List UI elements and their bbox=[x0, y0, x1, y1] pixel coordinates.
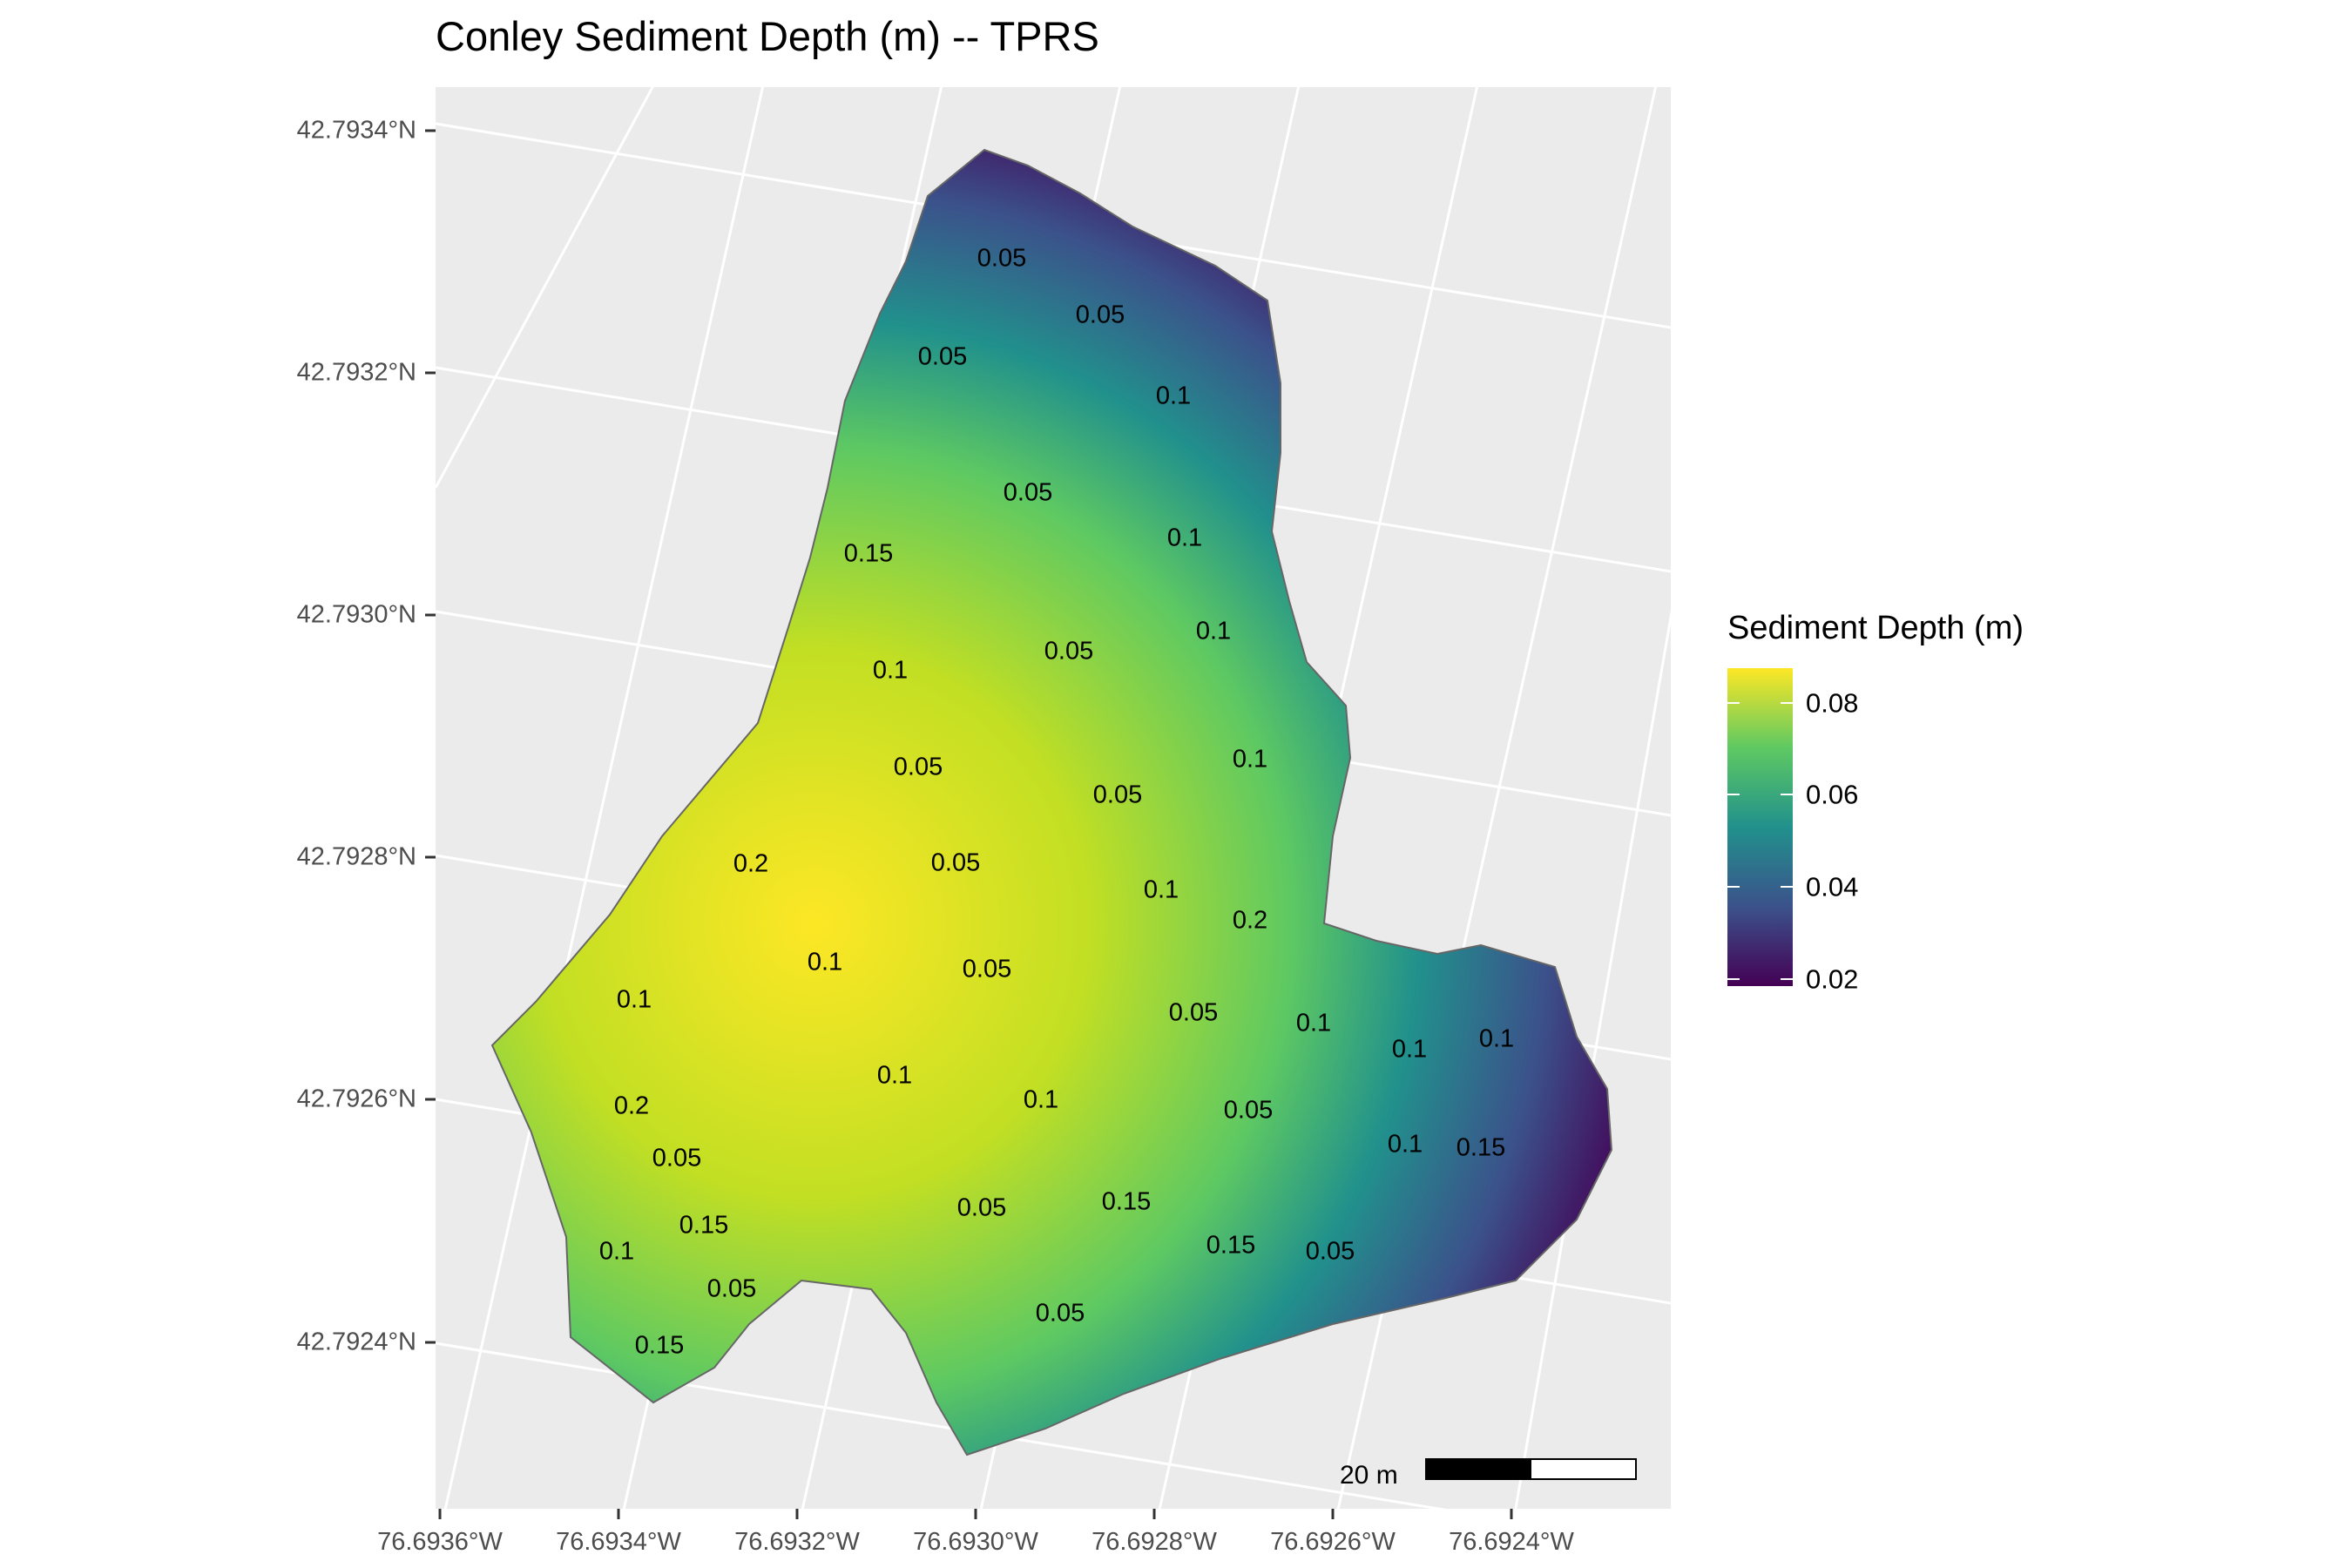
scale-bar bbox=[1425, 1458, 1637, 1480]
x-axis-label-4: 76.6930°W bbox=[913, 1528, 1038, 1556]
contour-label: 0.1 bbox=[1023, 1085, 1059, 1114]
lake-depth-surface bbox=[490, 148, 1613, 1456]
contour-label: 0.15 bbox=[1456, 1133, 1506, 1162]
axis-ticks bbox=[425, 129, 1513, 1519]
legend-tick bbox=[1781, 794, 1793, 795]
contour-label: 0.1 bbox=[1143, 875, 1179, 904]
contour-label: 0.1 bbox=[876, 1061, 913, 1090]
x-axis-label-3: 76.6932°W bbox=[734, 1528, 860, 1556]
legend-colorbar bbox=[1727, 668, 1793, 986]
legend-title: Sediment Depth (m) bbox=[1727, 610, 2024, 646]
contour-label: 0.05 bbox=[1035, 1299, 1085, 1328]
contour-label: 0.05 bbox=[1003, 478, 1053, 507]
y-axis-label-4: 42.7928°N bbox=[296, 842, 416, 871]
contour-label: 0.1 bbox=[616, 985, 652, 1014]
contour-label: 0.1 bbox=[807, 948, 843, 977]
legend-tick bbox=[1781, 978, 1793, 980]
page-title: Conley Sediment Depth (m) -- TPRS bbox=[436, 13, 1099, 59]
legend-label-0-02: 0.02 bbox=[1806, 963, 1859, 995]
contour-label: 0.05 bbox=[962, 955, 1012, 983]
contour-label: 0.05 bbox=[977, 244, 1027, 273]
y-axis-label-1: 42.7934°N bbox=[296, 116, 416, 145]
legend-label-0-08: 0.08 bbox=[1806, 687, 1859, 719]
legend-tick bbox=[1727, 794, 1740, 795]
contour-label: 0.15 bbox=[1206, 1231, 1256, 1260]
contour-label: 0.1 bbox=[1166, 524, 1203, 552]
contour-label: 0.1 bbox=[1387, 1130, 1423, 1159]
contour-label: 0.05 bbox=[1223, 1096, 1274, 1125]
legend-tick bbox=[1781, 886, 1793, 888]
contour-label: 0.15 bbox=[634, 1331, 685, 1360]
contour-label: 0.05 bbox=[1075, 301, 1125, 329]
legend-tick bbox=[1781, 702, 1793, 704]
x-axis-label-6: 76.6926°W bbox=[1270, 1528, 1396, 1556]
y-axis-label-6: 42.7924°N bbox=[296, 1328, 416, 1356]
contour-label: 0.2 bbox=[613, 1092, 650, 1120]
y-axis-label-2: 42.7932°N bbox=[296, 358, 416, 387]
y-axis-label-3: 42.7930°N bbox=[296, 600, 416, 629]
legend-label-0-04: 0.04 bbox=[1806, 871, 1859, 902]
contour-label: 0.1 bbox=[1155, 382, 1192, 410]
x-axis-label-1: 76.6936°W bbox=[377, 1528, 503, 1556]
contour-label: 0.2 bbox=[733, 849, 769, 878]
contour-label: 0.05 bbox=[652, 1144, 702, 1173]
legend-label-0-06: 0.06 bbox=[1806, 779, 1859, 810]
contour-label: 0.05 bbox=[956, 1193, 1007, 1222]
scale-bar-segment bbox=[1427, 1460, 1531, 1478]
contour-label: 0.15 bbox=[679, 1211, 729, 1240]
contour-label: 0.1 bbox=[872, 656, 909, 685]
scale-bar-label: 20 m bbox=[1340, 1461, 1398, 1490]
legend-tick bbox=[1727, 886, 1740, 888]
contour-label: 0.05 bbox=[706, 1274, 757, 1303]
contour-label: 0.1 bbox=[1195, 617, 1232, 645]
contour-label: 0.05 bbox=[1044, 637, 1094, 666]
legend-tick bbox=[1727, 978, 1740, 980]
x-axis-label-2: 76.6934°W bbox=[556, 1528, 681, 1556]
contour-label: 0.05 bbox=[1168, 998, 1219, 1027]
x-axis-label-7: 76.6924°W bbox=[1449, 1528, 1574, 1556]
contour-label: 0.1 bbox=[598, 1237, 635, 1266]
x-axis-label-5: 76.6928°W bbox=[1092, 1528, 1217, 1556]
contour-label: 0.15 bbox=[1101, 1187, 1152, 1216]
contour-label: 0.05 bbox=[930, 848, 981, 877]
contour-label: 0.05 bbox=[1305, 1237, 1355, 1266]
contour-label: 0.1 bbox=[1478, 1024, 1515, 1053]
contour-label: 0.2 bbox=[1232, 906, 1268, 935]
contour-label: 0.05 bbox=[917, 342, 968, 371]
contour-label: 0.1 bbox=[1391, 1035, 1428, 1064]
contour-label: 0.05 bbox=[1092, 781, 1143, 809]
contour-label: 0.1 bbox=[1232, 745, 1268, 774]
contour-label: 0.05 bbox=[893, 753, 943, 781]
contour-label: 0.15 bbox=[843, 539, 894, 568]
legend-tick bbox=[1727, 702, 1740, 704]
contour-label: 0.1 bbox=[1295, 1009, 1332, 1037]
y-axis-label-5: 42.7926°N bbox=[296, 1085, 416, 1113]
